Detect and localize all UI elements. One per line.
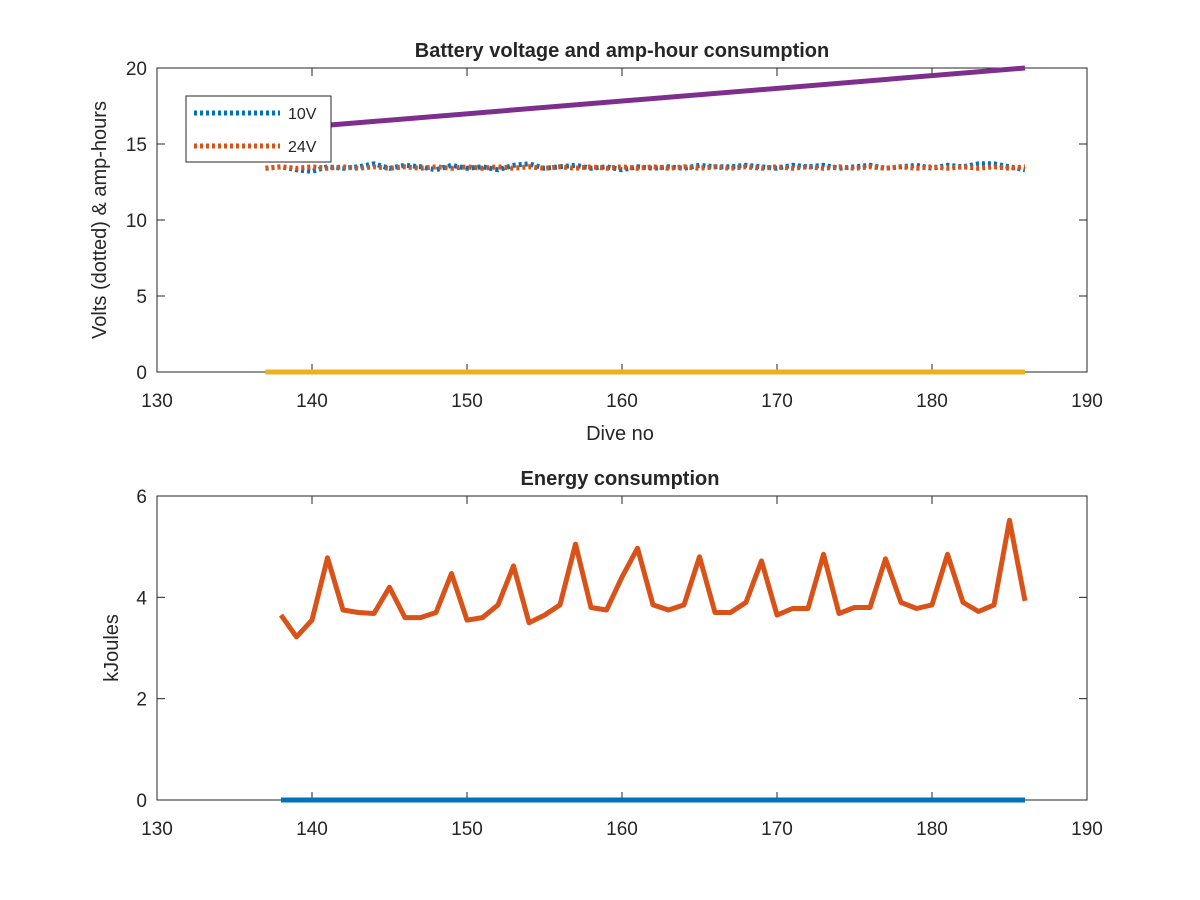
legend-label-10v: 10V [288, 106, 317, 123]
voltage-plot-x-label: Dive no [586, 423, 654, 445]
legend-label-24v: 24V [288, 139, 317, 156]
series-line-24v [265, 164, 1026, 171]
voltage-plot-series [265, 65, 1026, 375]
y-tick-label: 15 [126, 135, 147, 156]
y-tick-label: 2 [136, 690, 147, 711]
x-tick-label: 160 [606, 819, 638, 840]
y-tick-label: 0 [136, 363, 147, 384]
x-tick-label: 190 [1071, 391, 1103, 412]
series-line-solid-1 [278, 517, 1028, 640]
x-tick-label: 150 [451, 819, 483, 840]
voltage-legend: 10V 24V [185, 95, 332, 163]
x-tick-label: 170 [761, 391, 793, 412]
voltage-plot-x-ticks: 130 140 150 160 170 180 190 [141, 68, 1103, 412]
energy-plot-y-ticks: 0 2 4 6 [136, 487, 1087, 812]
series-line-solid-3 [265, 65, 1026, 133]
x-tick-label: 150 [451, 391, 483, 412]
x-tick-label: 180 [916, 391, 948, 412]
voltage-plot-title: Battery voltage and amp-hour consumption [415, 40, 829, 62]
energy-plot-y-label: kJoules [101, 614, 123, 682]
energy-plot-series [278, 517, 1028, 803]
x-tick-label: 180 [916, 819, 948, 840]
x-tick-label: 170 [761, 819, 793, 840]
x-tick-label: 140 [296, 391, 328, 412]
energy-plot-x-ticks: 130 140 150 160 170 180 190 [141, 496, 1103, 840]
x-tick-label: 130 [141, 819, 173, 840]
energy-plot-title: Energy consumption [521, 468, 720, 490]
x-tick-label: 140 [296, 819, 328, 840]
energy-plot-axes-box [156, 495, 1088, 801]
x-tick-label: 190 [1071, 819, 1103, 840]
voltage-plot: 130 140 150 160 170 180 190 0 5 10 15 20 Battery v… [89, 40, 1103, 445]
legend-box [185, 95, 332, 163]
voltage-plot-y-ticks: 0 5 10 15 20 [126, 59, 1087, 384]
y-tick-label: 5 [136, 287, 147, 308]
y-tick-label: 6 [136, 487, 147, 508]
y-tick-label: 4 [136, 588, 147, 609]
x-tick-label: 130 [141, 391, 173, 412]
energy-plot: 130 140 150 160 170 180 190 0 2 4 6 Energy consum… [101, 468, 1103, 840]
y-tick-label: 0 [136, 791, 147, 812]
voltage-plot-y-label: Volts (dotted) & amp-hours [89, 101, 111, 339]
y-tick-label: 10 [126, 211, 147, 232]
y-tick-label: 20 [126, 59, 147, 80]
x-tick-label: 160 [606, 391, 638, 412]
